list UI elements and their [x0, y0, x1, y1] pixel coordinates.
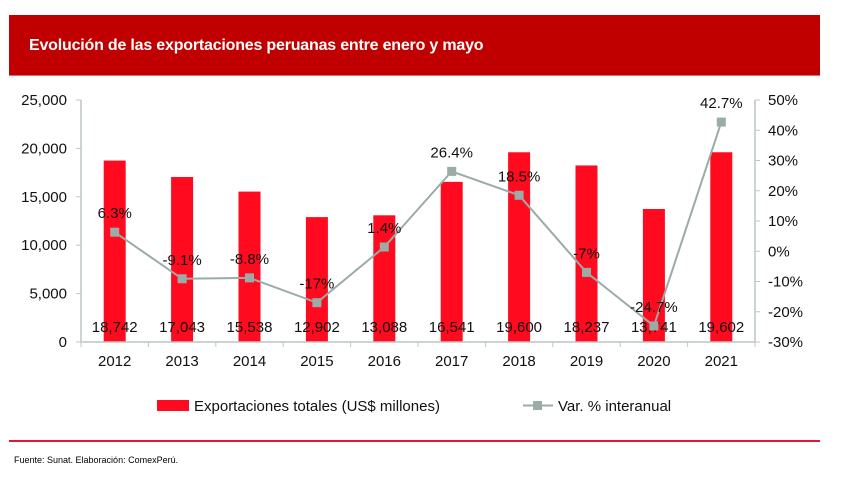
bar-series [103, 152, 733, 342]
line-path [114, 121, 723, 328]
left-axis-tick-label: 15,000 [21, 189, 67, 206]
bar-2019 [575, 165, 598, 342]
right-axis-tick-label: 50% [768, 92, 798, 109]
bar-value-label: 19,602 [698, 319, 744, 336]
line-value-label: 26.4% [430, 144, 473, 161]
source-note: Fuente: Sunat. Elaboración: ComexPerú. [14, 455, 179, 465]
line-marker-2012 [110, 227, 120, 237]
legend: Exportaciones totales (US$ millones) Var… [157, 398, 671, 415]
line-value-label: -9.1% [163, 252, 202, 269]
chart-title: Evolución de las exportaciones peruanas … [29, 37, 484, 54]
line-marker-2015 [312, 298, 322, 308]
legend-bar-label: Exportaciones totales (US$ millones) [194, 398, 440, 415]
bar-2015 [305, 217, 328, 342]
right-axis-tick-label: 30% [768, 153, 798, 170]
legend-line-label: Var. % interanual [558, 398, 671, 415]
line-marker-2017 [447, 166, 457, 176]
line-value-label: 42.7% [700, 95, 743, 112]
x-axis-tick-label: 2018 [502, 353, 535, 370]
legend-bar-swatch [157, 400, 189, 411]
line-marker-2016 [379, 242, 389, 252]
bar-value-labels: 18,742 17,043 15,538 12,902 13,088 16,541 19,6… [92, 319, 744, 336]
line-marker-2019 [582, 267, 591, 277]
bar-2018 [508, 152, 531, 342]
bar-value-label: 12,902 [294, 319, 340, 336]
bar-value-label: 13,088 [361, 319, 407, 336]
x-axis-tick-label: 2015 [300, 353, 333, 370]
right-axis-tick-label: -30% [768, 334, 803, 351]
axes: 0 5,000 10,000 15,000 20,000 25,000 -30% -20% -1… [21, 92, 803, 370]
line-marker-2013 [177, 274, 187, 284]
right-axis-tick-label: -20% [768, 304, 803, 321]
bar-value-label: 15,538 [227, 319, 273, 336]
x-axis-tick-label: 2021 [705, 353, 738, 370]
bar-2014 [238, 191, 261, 342]
right-axis-tick-label: 10% [768, 213, 798, 230]
title-bar: Evolución de las exportaciones peruanas … [9, 15, 820, 76]
line-value-label: -24.7% [630, 299, 678, 316]
x-axis-tick-label: 2019 [570, 353, 603, 370]
right-axis-tick-label: 40% [768, 122, 798, 139]
x-axis-tick-label: 2020 [637, 353, 670, 370]
right-axis-tick-label: 20% [768, 183, 798, 200]
bar-2013 [171, 177, 194, 342]
line-marker-2014 [245, 273, 254, 283]
line-marker-2018 [514, 190, 524, 200]
bar-value-label: 17,043 [159, 319, 205, 336]
line-value-labels: 6.3% -9.1% -8.8% -17% 1.4% 26.4% 18.5% -7% -24.7… [98, 95, 743, 316]
x-axis-tick-label: 2017 [435, 353, 468, 370]
line-value-label: 1.4% [367, 220, 401, 237]
bar-2017 [440, 181, 463, 342]
left-axis-tick-label: 5,000 [29, 286, 67, 303]
bar-value-label: 19,600 [496, 319, 542, 336]
bar-value-label: 16,541 [429, 319, 475, 336]
line-marker-2021 [716, 117, 726, 127]
combo-chart: 0 5,000 10,000 15,000 20,000 25,000 -30% -20% -1… [21, 92, 803, 415]
right-axis-tick-label: 0% [768, 243, 790, 260]
divider [9, 440, 820, 442]
bar-2012 [103, 160, 126, 342]
left-axis-tick-label: 20,000 [21, 140, 67, 157]
legend-line-marker [533, 401, 542, 410]
bar-value-label: 18,742 [92, 319, 138, 336]
line-value-label: -17% [299, 276, 334, 293]
bar-2021 [710, 152, 733, 342]
line-marker-2020 [649, 321, 659, 331]
line-series [110, 117, 726, 331]
x-axis-tick-label: 2012 [98, 353, 131, 370]
x-axis-tick-label: 2013 [165, 353, 198, 370]
left-axis-tick-label: 25,000 [21, 92, 67, 109]
line-value-label: 18.5% [498, 168, 541, 185]
line-value-label: -8.8% [230, 251, 269, 268]
x-axis-tick-label: 2014 [233, 353, 266, 370]
left-axis-tick-label: 0 [59, 334, 67, 351]
left-axis-tick-label: 10,000 [21, 237, 67, 254]
line-value-label: -7% [573, 245, 600, 262]
bar-2016 [373, 215, 396, 342]
bar-value-label: 18,237 [564, 319, 610, 336]
x-axis-tick-label: 2016 [368, 353, 401, 370]
right-axis-tick-label: -10% [768, 274, 803, 291]
line-value-label: 6.3% [98, 205, 132, 222]
